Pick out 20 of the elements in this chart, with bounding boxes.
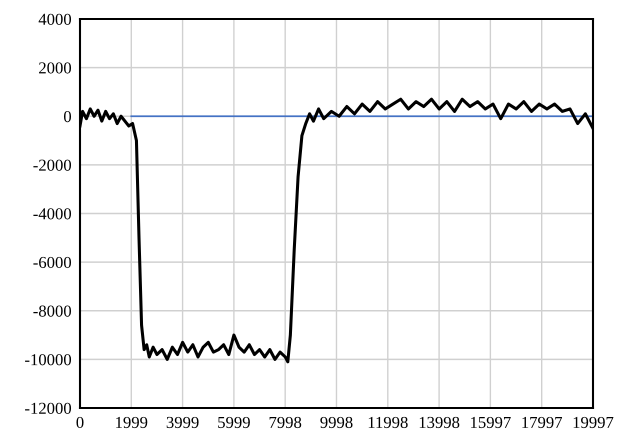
- x-tick-label: 17997: [522, 416, 562, 428]
- x-tick-label: 3999: [166, 416, 199, 428]
- y-tick-label: -2000: [33, 160, 72, 171]
- y-tick-label: -4000: [33, 208, 72, 220]
- x-tick-label: 15997: [471, 416, 511, 428]
- x-tick-label: 19997: [574, 416, 614, 428]
- y-tick-label: 4000: [38, 14, 72, 25]
- y-tick-label: -6000: [33, 256, 72, 268]
- y-tick-label: -12000: [25, 402, 72, 414]
- x-tick-label: 13998: [420, 416, 460, 428]
- x-tick-label: 0: [76, 416, 84, 428]
- x-tick-label: 1999: [116, 416, 148, 428]
- y-tick-label: -10000: [25, 354, 72, 366]
- y-tick-label: 2000: [39, 62, 72, 74]
- x-tick-label: 9998: [320, 416, 353, 428]
- x-tick-label: 11998: [368, 416, 408, 428]
- y-tick-label: 0: [64, 110, 72, 122]
- x-tick-label: 5999: [218, 416, 250, 428]
- y-tick-label: -8000: [33, 305, 72, 317]
- x-tick-label: 7998: [270, 416, 302, 428]
